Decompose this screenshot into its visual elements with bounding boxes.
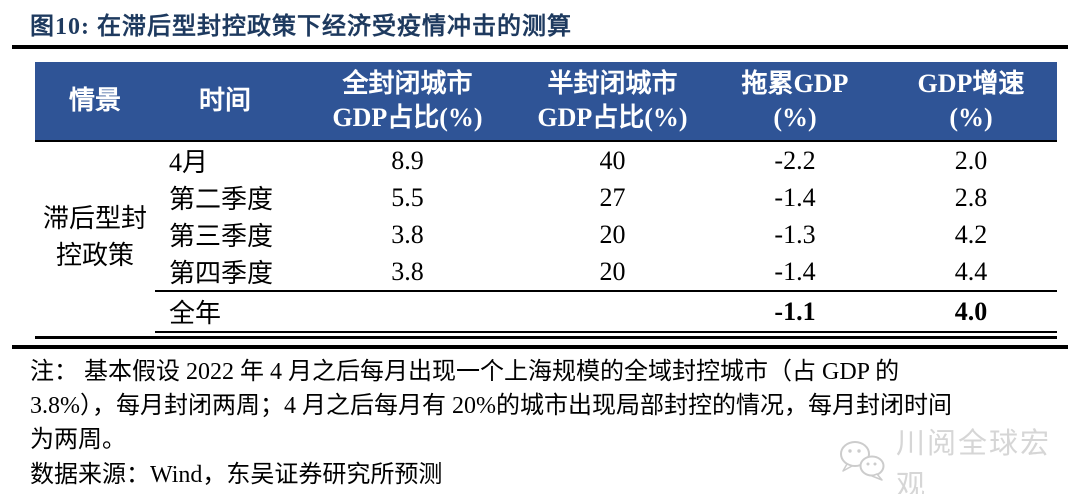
half-lockdown-cell-total <box>520 290 705 333</box>
header-scenario: 情景 <box>35 62 155 142</box>
header-gdp-drag: 拖累GDP (%) <box>705 62 885 142</box>
footnote-line: 注： 基本假设 2022 年 4 月之后每月出现一个上海规模的全域封控城市（占 … <box>30 359 900 385</box>
brand-watermark: 川阅全球宏观 <box>838 420 1080 494</box>
figure-title: 图10: 在滞后型封控政策下经济受疫情冲击的测算 <box>30 14 572 40</box>
gdp-drag-cell: -2.2 <box>705 141 885 179</box>
header-full-lockdown-gdp-share: 全封闭城市 GDP占比(%) <box>295 62 520 142</box>
table-section-divider-rule <box>12 345 1068 349</box>
header-row: 情景 时间 全封闭城市 GDP占比(%) 半封闭城市 GDP占比(%) 拖累GD… <box>35 62 1057 142</box>
gdp-drag-cell: -1.3 <box>705 216 885 253</box>
table-row: 滞后型封 控政策 4月 8.9 40 -2.2 2.0 <box>35 141 1057 332</box>
time-cell: 4月 <box>155 141 295 179</box>
gdp-growth-cell-total: 4.0 <box>885 290 1057 333</box>
gdp-growth-cell: 4.4 <box>885 253 1057 291</box>
wechat-icon <box>838 440 888 484</box>
half-lockdown-cell: 20 <box>520 216 705 253</box>
gdp-drag-cell: -1.4 <box>705 179 885 216</box>
data-table: 情景 时间 全封闭城市 GDP占比(%) 半封闭城市 GDP占比(%) 拖累GD… <box>35 62 1057 333</box>
half-lockdown-cell: 20 <box>520 253 705 291</box>
full-lockdown-cell-total <box>295 290 520 333</box>
title-divider-rule <box>12 45 1068 49</box>
footnote-line: 3.8%），每月封闭两周；4 月之后每月有 20%的城市出现局部封控的情况，每月… <box>30 393 952 419</box>
table-bottom-rule <box>35 336 1057 339</box>
time-cell: 第三季度 <box>155 216 295 253</box>
table-row: 第二季度 5.5 27 -1.4 2.8 <box>35 179 1057 216</box>
watermark-label: 川阅全球宏观 <box>896 428 1052 494</box>
time-cell: 第四季度 <box>155 253 295 291</box>
scenario-merged-cell: 滞后型封 控政策 <box>35 141 155 332</box>
time-cell-total: 全年 <box>155 290 295 333</box>
footnote-line: 为两周。 <box>30 427 126 453</box>
data-table-container: 情景 时间 全封闭城市 GDP占比(%) 半封闭城市 GDP占比(%) 拖累GD… <box>35 62 1057 339</box>
full-lockdown-cell: 5.5 <box>295 179 520 216</box>
gdp-drag-cell-total: -1.1 <box>705 290 885 333</box>
gdp-growth-cell: 2.0 <box>885 141 1057 179</box>
half-lockdown-cell: 40 <box>520 141 705 179</box>
full-lockdown-cell: 3.8 <box>295 253 520 291</box>
footnote-block: 注： 基本假设 2022 年 4 月之后每月出现一个上海规模的全域封控城市（占 … <box>30 355 952 457</box>
gdp-growth-cell: 2.8 <box>885 179 1057 216</box>
table-row: 第三季度 3.8 20 -1.3 4.2 <box>35 216 1057 253</box>
half-lockdown-cell: 27 <box>520 179 705 216</box>
header-half-lockdown-gdp-share: 半封闭城市 GDP占比(%) <box>520 62 705 142</box>
gdp-drag-cell: -1.4 <box>705 253 885 291</box>
full-lockdown-cell: 3.8 <box>295 216 520 253</box>
data-source-line: 数据来源：Wind，东吴证券研究所预测 <box>30 462 443 488</box>
full-lockdown-cell: 8.9 <box>295 141 520 179</box>
time-cell: 第二季度 <box>155 179 295 216</box>
header-time: 时间 <box>155 62 295 142</box>
gdp-growth-cell: 4.2 <box>885 216 1057 253</box>
total-row: 全年 -1.1 4.0 <box>35 290 1057 333</box>
table-row: 第四季度 3.8 20 -1.4 4.4 <box>35 253 1057 291</box>
header-gdp-growth: GDP增速 (%) <box>885 62 1057 142</box>
